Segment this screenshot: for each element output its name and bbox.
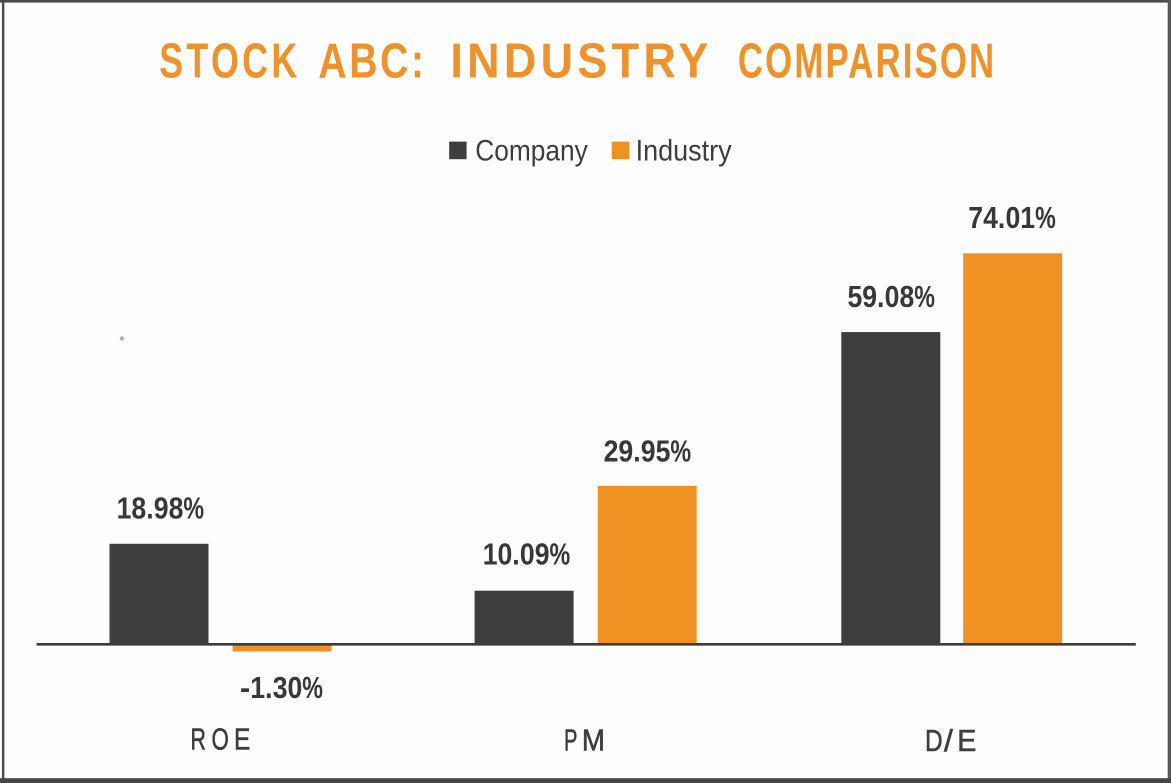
svg-text:8: 8 (131, 492, 146, 526)
svg-text:.: . (998, 201, 1005, 235)
svg-text:P: P (564, 725, 577, 758)
svg-text:7: 7 (968, 201, 983, 235)
svg-text:5: 5 (656, 435, 671, 469)
svg-text:4: 4 (983, 201, 998, 235)
svg-text:0: 0 (885, 281, 900, 315)
svg-text:1: 1 (483, 538, 498, 572)
svg-text:-: - (240, 670, 250, 705)
svg-text:5: 5 (847, 281, 862, 315)
svg-text:M: M (582, 724, 605, 758)
svg-text:%: % (670, 433, 691, 468)
svg-text:COMPARISON: COMPARISON (738, 33, 996, 88)
svg-text:9: 9 (862, 281, 877, 315)
svg-text:1: 1 (250, 671, 265, 705)
svg-text:E: E (234, 722, 250, 756)
svg-text:0: 0 (520, 538, 535, 572)
svg-text:.: . (146, 492, 153, 526)
svg-text:Industry: Industry (636, 134, 732, 167)
svg-text:/: / (944, 724, 953, 758)
svg-text:1: 1 (117, 492, 132, 526)
svg-text:STOCK: STOCK (159, 34, 300, 89)
svg-text:8: 8 (899, 281, 914, 315)
svg-text:9: 9 (154, 492, 169, 526)
svg-text:2: 2 (604, 435, 619, 469)
svg-text:9: 9 (535, 538, 550, 572)
svg-text:R: R (191, 722, 206, 757)
svg-text:.: . (877, 281, 884, 315)
svg-text:E: E (957, 724, 976, 758)
svg-text:.: . (265, 671, 272, 705)
svg-text:9: 9 (618, 435, 633, 469)
svg-text:%: % (302, 670, 323, 705)
svg-text:%: % (914, 279, 935, 314)
svg-text:D: D (925, 723, 943, 757)
svg-text:%: % (550, 536, 571, 571)
svg-text:%: % (1035, 200, 1056, 235)
svg-text:INDUSTRY: INDUSTRY (450, 33, 712, 88)
svg-text:1: 1 (1020, 201, 1035, 235)
svg-text:3: 3 (273, 671, 288, 705)
svg-text:Company: Company (475, 134, 588, 167)
svg-text:.: . (633, 435, 640, 469)
svg-text:.: . (512, 538, 519, 572)
svg-text:0: 0 (1006, 201, 1021, 235)
svg-text:8: 8 (169, 492, 184, 526)
svg-text:0: 0 (498, 538, 513, 572)
svg-text:0: 0 (288, 671, 303, 705)
svg-text:9: 9 (641, 435, 656, 469)
svg-text:%: % (183, 490, 204, 525)
svg-text:ABC:: ABC: (318, 34, 426, 88)
svg-text:O: O (212, 722, 229, 756)
